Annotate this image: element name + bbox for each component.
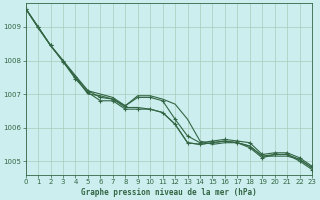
X-axis label: Graphe pression niveau de la mer (hPa): Graphe pression niveau de la mer (hPa) [81,188,257,197]
